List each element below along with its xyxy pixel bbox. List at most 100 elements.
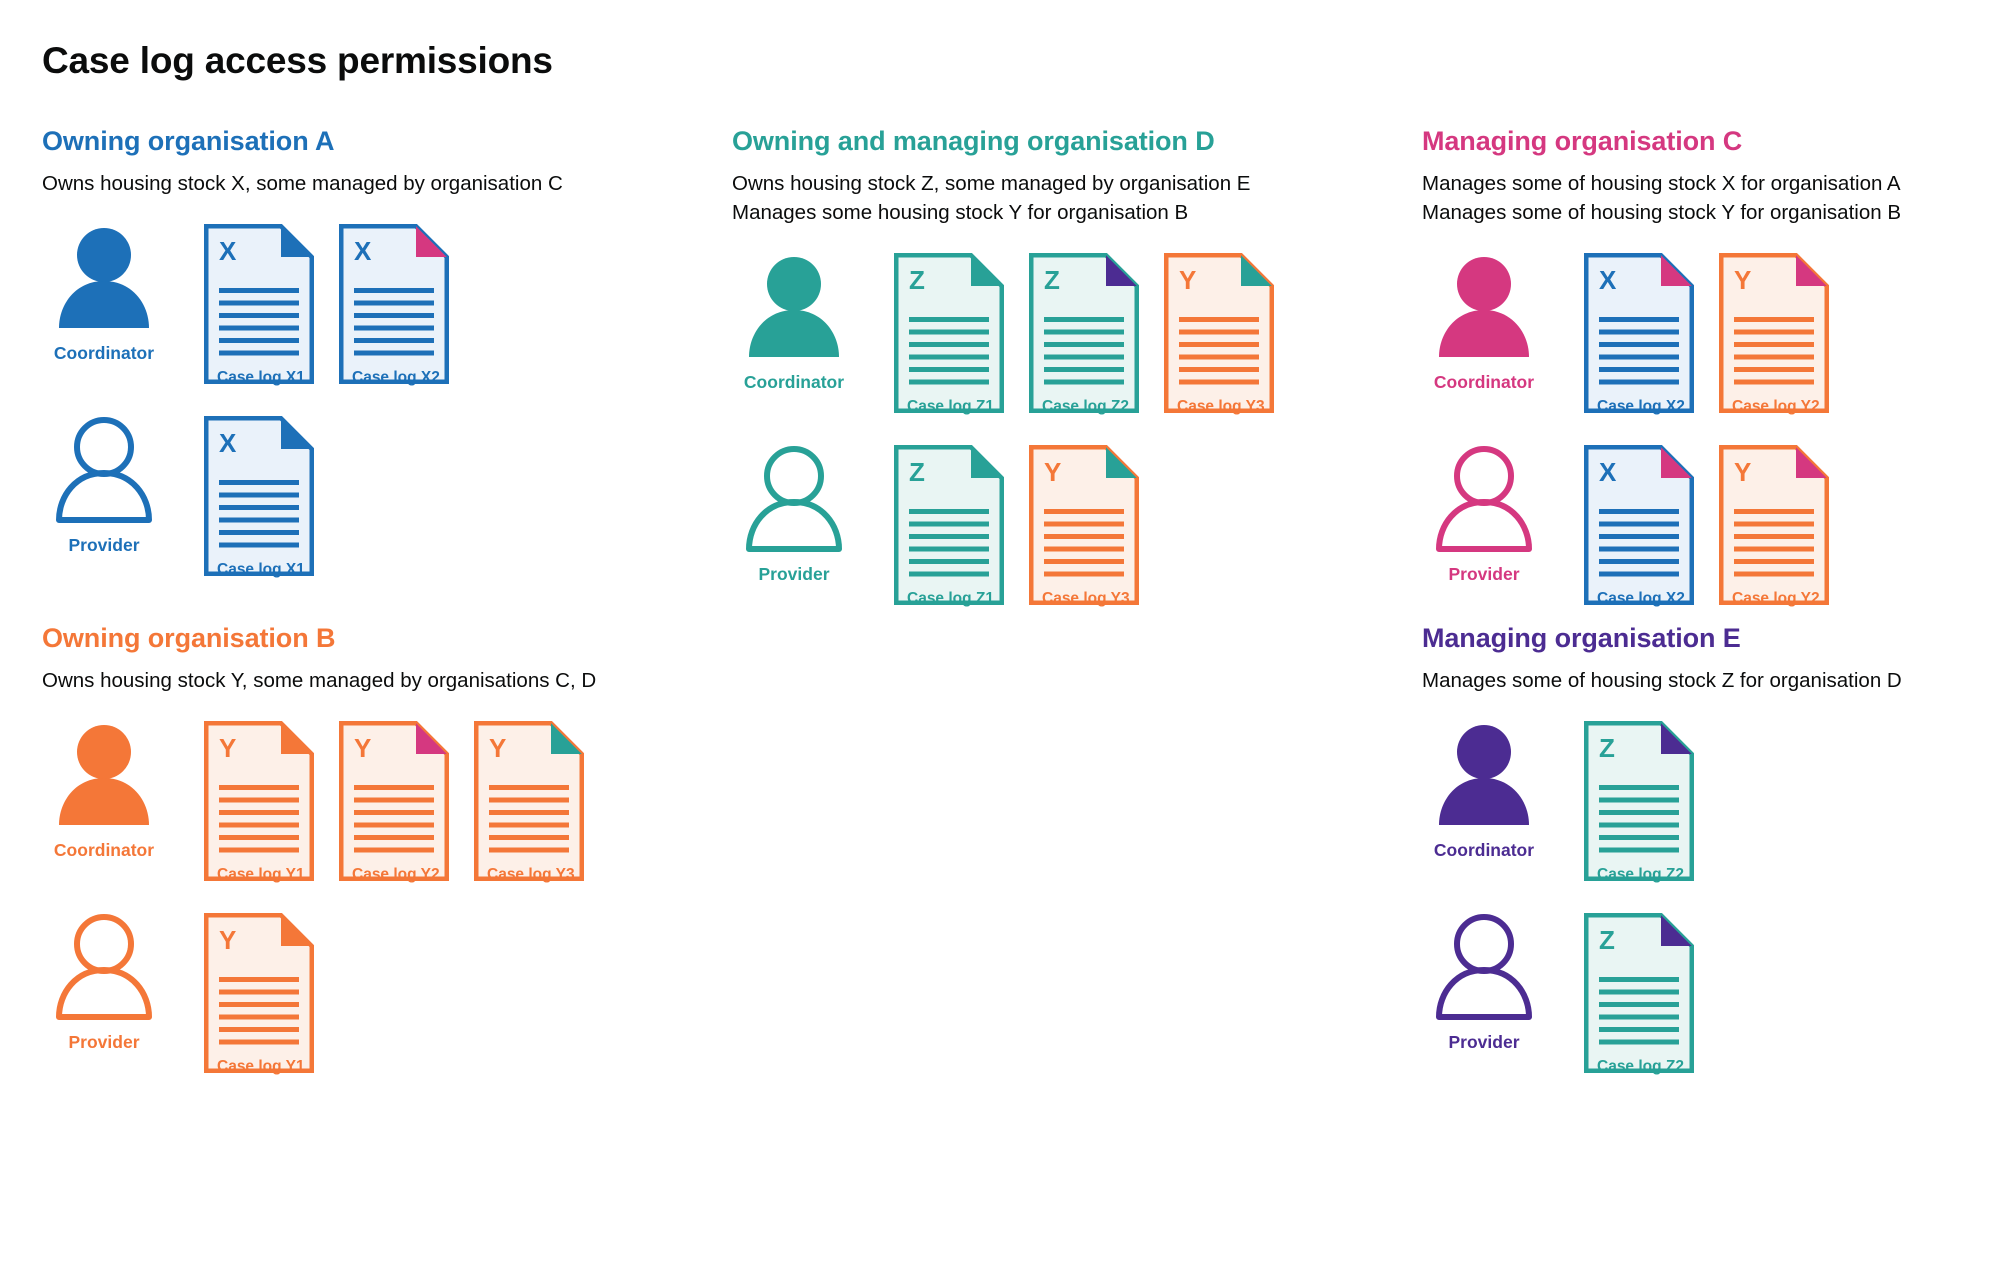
case-log-card[interactable]: X Case log X1	[204, 416, 314, 594]
case-log-card[interactable]: X Case log X2	[1584, 445, 1694, 623]
section-heading: Owning organisation B	[42, 623, 336, 654]
case-log-label: Case log X1	[217, 560, 305, 578]
person-filled-icon	[54, 224, 154, 336]
role-row-coordinator: Coordinator Z Case log Z1 Z Case log Z2 Y Case…	[730, 253, 1420, 431]
case-log-label: Case log Z1	[907, 397, 994, 415]
person-outline-icon	[1434, 445, 1534, 557]
document-icon	[204, 416, 314, 577]
case-log-card[interactable]: X Case log X1	[204, 224, 314, 402]
stock-letter: X	[219, 428, 237, 459]
org-section-spacer	[730, 623, 1420, 1091]
role-row-coordinator: Coordinator X Case log X1 X Case log X2	[40, 224, 730, 402]
case-log-card[interactable]: Y Case log Y2	[339, 721, 449, 899]
document-icon	[894, 445, 1004, 606]
description-line: Manages some of housing stock Z for orga…	[1422, 669, 1902, 693]
case-log-list: X Case log X1 X Case log X2	[204, 224, 474, 402]
description-line: Owns housing stock X, some managed by or…	[42, 172, 563, 196]
description-line: Owns housing stock Y, some managed by or…	[42, 669, 597, 693]
person-block: Provider	[1420, 445, 1548, 585]
document-icon	[1719, 253, 1829, 414]
section-description: Owns housing stock X, some managed by or…	[42, 169, 730, 198]
case-log-label: Case log X1	[217, 368, 305, 386]
case-log-list: Y Case log Y1 Y Case log Y2 Y Case log Y3	[204, 721, 609, 899]
case-log-card[interactable]: Y Case log Y1	[204, 721, 314, 899]
case-log-card[interactable]: Z Case log Z2	[1029, 253, 1139, 431]
case-log-card[interactable]: Y Case log Y3	[1164, 253, 1274, 431]
case-log-card[interactable]: Y Case log Y3	[1029, 445, 1139, 623]
org-section-org-d: Owning and managing organisation D Owns h…	[730, 126, 1420, 623]
case-log-label: Case log Z2	[1042, 397, 1129, 415]
case-log-label: Case log Y2	[352, 865, 440, 883]
case-log-card[interactable]: Y Case log Y3	[474, 721, 584, 899]
document-icon	[1584, 445, 1694, 606]
person-outline-icon	[1434, 913, 1534, 1025]
case-log-label: Case log Z2	[1597, 865, 1684, 883]
stock-letter: Z	[1599, 733, 1615, 764]
case-log-card[interactable]: Y Case log Y2	[1719, 445, 1829, 623]
case-log-list: Z Case log Z2	[1584, 721, 1719, 899]
stock-letter: Z	[909, 265, 925, 296]
role-row-provider: Provider Y Case log Y1	[40, 913, 730, 1091]
role-label: Provider	[1448, 1032, 1520, 1053]
case-log-label: Case log X2	[352, 368, 440, 386]
document-icon	[1584, 721, 1694, 882]
person-block: Provider	[40, 913, 168, 1053]
stock-letter: X	[1599, 457, 1617, 488]
description-line: Manages some of housing stock Y for orga…	[1422, 201, 1901, 225]
case-log-card[interactable]: Z Case log Z2	[1584, 913, 1694, 1091]
document-icon	[1719, 445, 1829, 606]
case-log-list: Z Case log Z1 Z Case log Z2 Y Case log Y3	[894, 253, 1299, 431]
document-icon	[339, 224, 449, 385]
person-block: Coordinator	[1420, 253, 1548, 393]
person-filled-icon	[1434, 721, 1534, 833]
case-log-list: X Case log X2 Y Case log Y2	[1584, 253, 1854, 431]
case-log-label: Case log X2	[1597, 397, 1685, 415]
org-section-org-b: Owning organisation B Owns housing stock …	[40, 623, 730, 1091]
role-label: Coordinator	[53, 343, 155, 364]
description-line: Owns housing stock Z, some managed by or…	[732, 172, 1251, 196]
case-log-card[interactable]: Z Case log Z1	[894, 253, 1004, 431]
page-title: Case log access permissions	[42, 40, 553, 81]
org-section-org-a: Owning organisation A Owns housing stock …	[40, 126, 730, 623]
document-icon	[204, 913, 314, 1074]
stock-letter: Z	[1044, 265, 1060, 296]
person-block: Coordinator	[40, 721, 168, 861]
section-description: Manages some of housing stock Z for orga…	[1422, 666, 2000, 695]
case-log-card[interactable]: Y Case log Y1	[204, 913, 314, 1091]
description-line: Manages some housing stock Y for organis…	[732, 201, 1189, 225]
person-block: Provider	[40, 416, 168, 556]
case-log-list: Z Case log Z1 Y Case log Y3	[894, 445, 1164, 623]
role-label: Provider	[68, 535, 140, 556]
case-log-label: Case log Y2	[1732, 397, 1820, 415]
section-heading: Owning organisation A	[42, 126, 335, 156]
case-log-label: Case log Z1	[907, 589, 994, 607]
case-log-label: Case log Y3	[487, 865, 575, 883]
person-outline-icon	[54, 913, 154, 1025]
document-icon	[1029, 445, 1139, 606]
stock-letter: Y	[354, 733, 372, 764]
document-icon	[1164, 253, 1274, 414]
case-log-list: X Case log X1	[204, 416, 339, 594]
case-log-label: Case log Y1	[217, 1057, 305, 1075]
org-section-org-c: Managing organisation C Manages some of h…	[1420, 126, 2000, 623]
person-filled-icon	[744, 253, 844, 365]
case-log-label: Case log X2	[1597, 589, 1685, 607]
case-log-card[interactable]: X Case log X2	[339, 224, 449, 402]
stock-letter: Y	[219, 925, 237, 956]
section-description: Owns housing stock Y, some managed by or…	[42, 666, 730, 695]
role-row-coordinator: Coordinator Y Case log Y1 Y Case log Y2 Y Case…	[40, 721, 730, 899]
person-block: Coordinator	[1420, 721, 1548, 861]
document-icon	[339, 721, 449, 882]
role-label: Coordinator	[1433, 840, 1535, 861]
case-log-card[interactable]: Z Case log Z2	[1584, 721, 1694, 899]
stock-letter: Y	[1734, 457, 1752, 488]
case-log-card[interactable]: X Case log X2	[1584, 253, 1694, 431]
stock-letter: Z	[1599, 925, 1615, 956]
case-log-card[interactable]: Y Case log Y2	[1719, 253, 1829, 431]
person-block: Coordinator	[730, 253, 858, 393]
role-label: Provider	[1448, 564, 1520, 585]
case-log-card[interactable]: Z Case log Z1	[894, 445, 1004, 623]
case-log-label: Case log Y1	[217, 865, 305, 883]
case-log-label: Case log Y3	[1042, 589, 1130, 607]
